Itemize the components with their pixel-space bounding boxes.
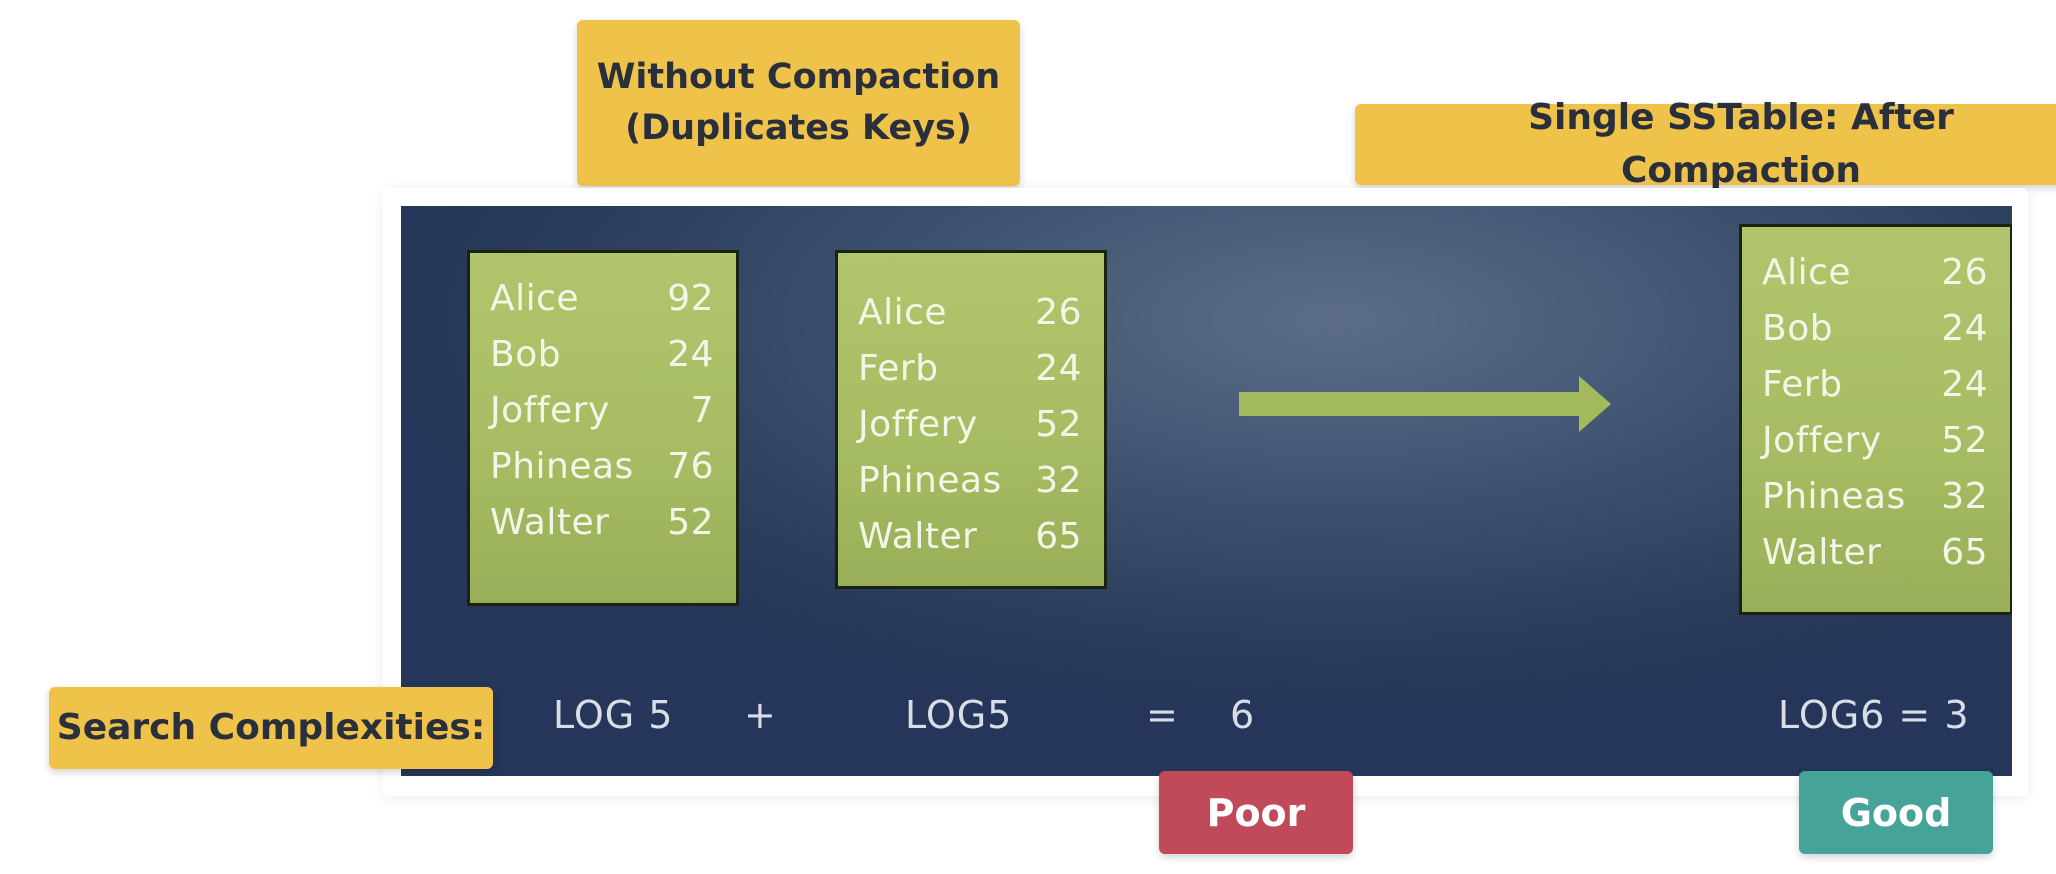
table-row: Alice 26 [1742,245,2010,301]
row-value: 65 [1941,532,1988,573]
row-value: 52 [1941,420,1988,461]
table-row: Ferb 24 [1742,357,2010,413]
row-value: 92 [667,278,714,319]
formula-equals: = [1146,693,1179,737]
row-key: Phineas [1762,476,1906,517]
row-key: Joffery [490,390,610,431]
compaction-slide: Alice 92 Bob 24 Joffery 7 Phineas 76 Walter 52 Al… [401,206,2012,776]
without-compaction-subtitle: (Duplicates Keys) [625,108,972,148]
table-row: Joffery 52 [1742,413,2010,469]
table-row: Bob 24 [1742,301,2010,357]
row-key: Alice [1762,252,1852,293]
table-row: Ferb 24 [838,341,1104,397]
table-row: Alice 26 [838,285,1104,341]
good-badge: Good [1799,771,1993,854]
sstable-b: Alice 26 Ferb 24 Joffery 52 Phineas 32 Walter 65 [835,250,1107,589]
row-value: 65 [1035,516,1082,557]
formula-result: 6 [1230,693,1256,737]
row-value: 32 [1941,476,1988,517]
row-value: 76 [667,446,714,487]
row-value: 26 [1941,252,1988,293]
row-key: Phineas [858,460,1002,501]
row-key: Ferb [858,348,939,389]
table-row: Phineas 32 [1742,469,2010,525]
row-key: Joffery [858,404,978,445]
formula-log6: LOG6 = 3 [1778,693,1970,737]
table-row: Joffery 52 [838,397,1104,453]
formula-plus: + [744,693,777,737]
row-value: 24 [1941,364,1988,405]
row-key: Ferb [1762,364,1843,405]
row-value: 26 [1035,292,1082,333]
table-row: Walter 65 [1742,525,2010,581]
table-row: Phineas 32 [838,453,1104,509]
table-row: Bob 24 [470,327,736,383]
without-compaction-title: Without Compaction [596,57,1001,98]
single-sstable-label: Single SSTable: After Compaction [1355,97,2056,191]
table-row: Alice 92 [470,271,736,327]
row-key: Alice [490,278,580,319]
poor-badge: Poor [1159,771,1353,854]
row-key: Bob [1762,308,1834,349]
sstable-compacted: Alice 26 Bob 24 Ferb 24 Joffery 52 Phineas 32 Walt… [1739,224,2012,615]
table-row: Walter 65 [838,509,1104,565]
table-row: Walter 52 [470,495,736,551]
row-value: 24 [1941,308,1988,349]
row-value: 7 [690,390,714,431]
row-value: 24 [1035,348,1082,389]
row-key: Walter [1762,532,1882,573]
table-row: Phineas 76 [470,439,736,495]
row-key: Walter [858,516,978,557]
sstable-a: Alice 92 Bob 24 Joffery 7 Phineas 76 Walter 52 [467,250,739,606]
row-key: Bob [490,334,562,375]
row-key: Walter [490,502,610,543]
row-value: 32 [1035,460,1082,501]
table-row: Joffery 7 [470,383,736,439]
search-complexities-label: Search Complexities: [49,687,493,769]
right-arrow-icon [1239,376,1611,432]
row-value: 52 [667,502,714,543]
row-value: 24 [667,334,714,375]
formula-log5-b: LOG5 [905,693,1013,737]
row-key: Joffery [1762,420,1882,461]
row-value: 52 [1035,404,1082,445]
row-key: Alice [858,292,948,333]
without-compaction-label: Without Compaction (Duplicates Keys) [577,20,1020,186]
formula-log5-a: LOG 5 [553,693,674,737]
row-key: Phineas [490,446,634,487]
